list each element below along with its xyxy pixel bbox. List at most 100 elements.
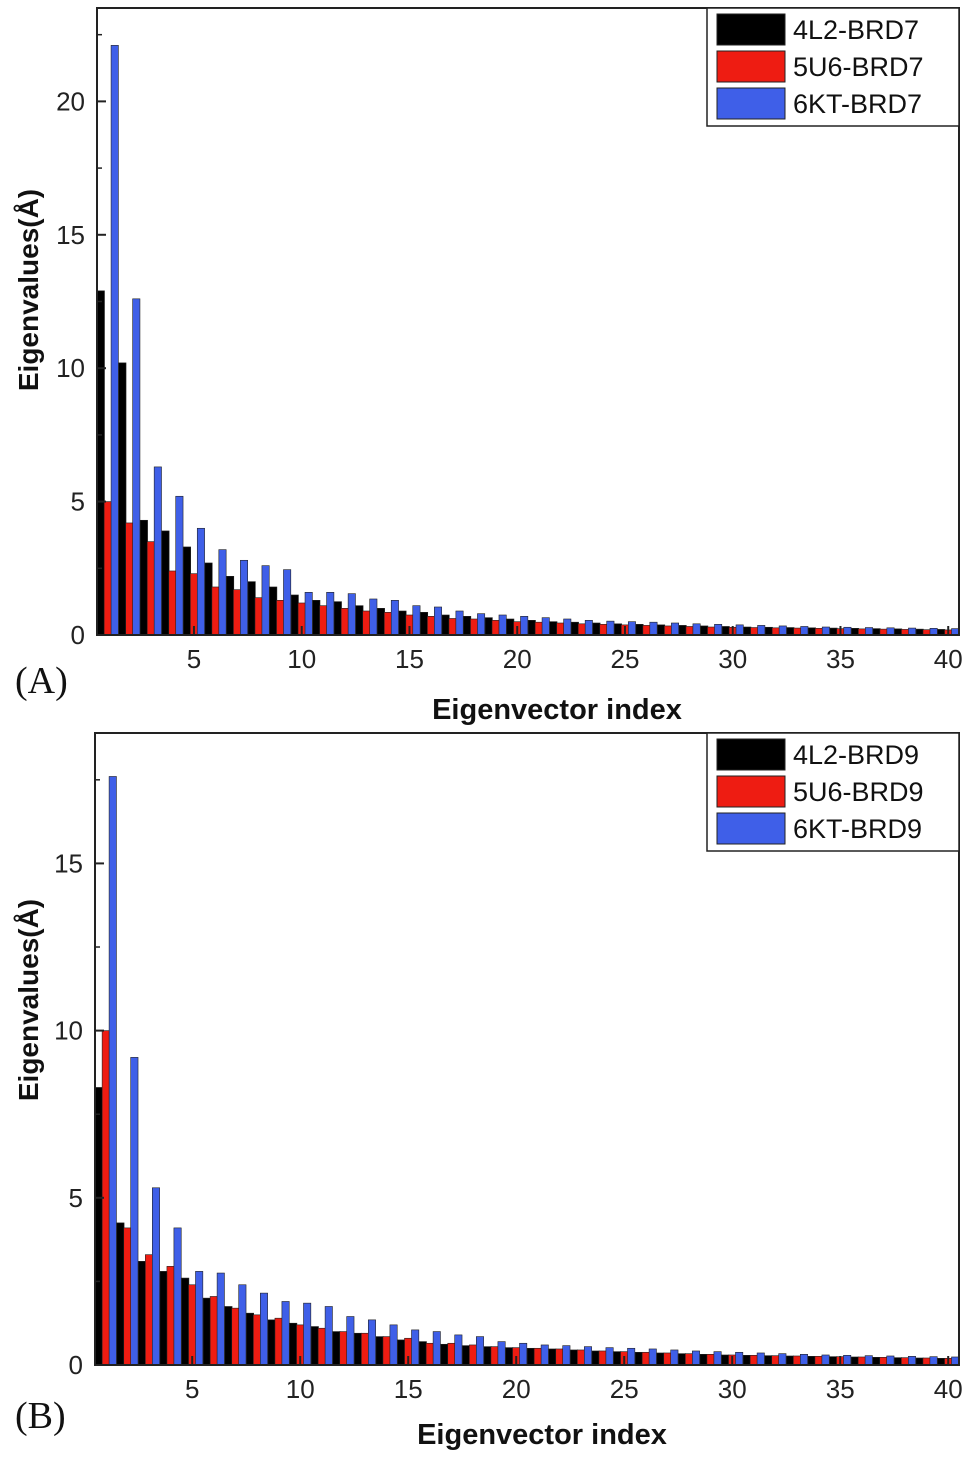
legend: 4L2-BRD9 5U6-BRD9 6KT-BRD9: [706, 732, 960, 852]
bar: [922, 1357, 931, 1366]
legend-label: 5U6-BRD7: [793, 52, 924, 82]
bar: [497, 1341, 506, 1366]
bar: [246, 1312, 254, 1366]
x-tick-label: 30: [718, 644, 747, 674]
bar: [800, 626, 809, 636]
bar: [756, 1352, 765, 1366]
bar: [161, 530, 170, 636]
bar: [470, 618, 479, 636]
bar: [425, 1342, 434, 1366]
bar: [821, 626, 830, 636]
bar: [319, 605, 328, 636]
bar: [670, 1349, 679, 1366]
bar: [166, 1266, 175, 1366]
panel-label: (B): [15, 1395, 66, 1437]
bar: [484, 617, 493, 636]
bar: [226, 575, 235, 636]
bar: [540, 1344, 549, 1366]
bar: [700, 625, 709, 636]
x-tick-label: 35: [826, 644, 855, 674]
bar: [281, 1301, 290, 1366]
bar: [556, 622, 565, 636]
bar: [814, 1356, 823, 1366]
y-tick-label: 15: [56, 220, 85, 250]
bar: [94, 1087, 103, 1366]
panel-label: (A): [15, 660, 68, 702]
bar: [851, 628, 860, 636]
bar: [951, 1356, 960, 1366]
bar: [397, 1339, 406, 1366]
bar: [333, 601, 342, 636]
bar: [441, 614, 450, 636]
x-axis: 5 10 15 20 25 30 35 40: [185, 1356, 963, 1404]
bar: [843, 1355, 852, 1366]
bar: [743, 626, 752, 636]
bar: [240, 559, 248, 636]
bar: [96, 290, 105, 636]
bar: [678, 1353, 686, 1366]
x-tick-label: 5: [187, 644, 201, 674]
x-tick-label: 30: [718, 1374, 747, 1404]
bar: [455, 610, 464, 636]
y-tick-label: 5: [71, 487, 85, 517]
bar: [432, 1331, 441, 1366]
bar: [592, 622, 601, 636]
bar: [714, 624, 723, 636]
bar: [648, 1348, 657, 1366]
bar: [894, 1357, 902, 1366]
legend-label: 6KT-BRD7: [793, 89, 922, 119]
bar: [153, 466, 162, 636]
bar: [793, 1355, 801, 1366]
legend-swatch: [716, 812, 786, 845]
bar: [570, 621, 579, 636]
bar: [814, 628, 823, 636]
bar: [475, 1336, 484, 1366]
x-tick-label: 35: [826, 1374, 855, 1404]
bar: [656, 1352, 665, 1366]
bar: [412, 605, 421, 636]
bar: [304, 592, 313, 636]
x-axis: 5 10 15 20 25 30 35 40: [187, 626, 963, 674]
x-tick-label: 40: [934, 1374, 963, 1404]
bar: [218, 549, 227, 636]
bar: [886, 627, 895, 636]
bar: [175, 495, 184, 636]
legend-swatch: [716, 13, 786, 46]
bar: [290, 594, 299, 636]
bar: [778, 1353, 787, 1366]
bar: [224, 1306, 233, 1366]
bar: [310, 1326, 319, 1366]
plot-frame: [96, 7, 960, 636]
bar: [188, 1284, 197, 1366]
bar: [865, 627, 873, 636]
bar: [799, 1354, 808, 1366]
bar: [613, 1351, 622, 1366]
legend-swatch: [716, 50, 786, 83]
bar: [216, 1272, 225, 1366]
bar: [447, 1342, 456, 1366]
bar: [159, 1271, 168, 1366]
bar: [367, 1319, 376, 1366]
bar: [238, 1284, 247, 1366]
y-axis-title: Eigenvalues(Å): [13, 189, 44, 391]
bar: [183, 546, 191, 636]
bar: [764, 1355, 773, 1366]
x-tick-label: 20: [503, 644, 532, 674]
bars-group: [96, 45, 960, 636]
y-tick-label: 15: [54, 848, 83, 878]
bar: [886, 1355, 895, 1366]
bar: [584, 620, 593, 636]
bar: [204, 562, 213, 636]
bar: [786, 1355, 794, 1366]
x-tick-label: 25: [610, 1374, 639, 1404]
bar: [735, 624, 744, 636]
bar: [152, 1187, 160, 1366]
x-axis-title: Eigenvector index: [432, 694, 682, 726]
x-axis-title: Eigenvector index: [417, 1419, 667, 1451]
bar: [138, 1261, 146, 1366]
bar: [642, 625, 651, 636]
x-tick-label: 10: [286, 1374, 315, 1404]
bar: [259, 1292, 268, 1366]
bar: [699, 1354, 708, 1366]
plot-frame: [94, 732, 960, 1366]
